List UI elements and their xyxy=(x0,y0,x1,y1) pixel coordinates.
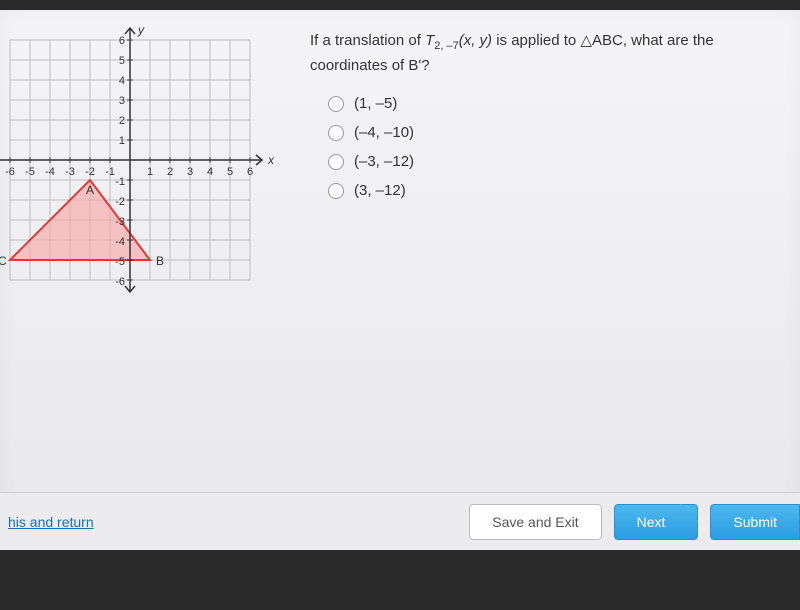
svg-text:5: 5 xyxy=(119,55,125,67)
x-axis-label: x xyxy=(267,153,275,167)
svg-text:1: 1 xyxy=(119,135,125,147)
svg-text:-6: -6 xyxy=(115,276,125,288)
option-label: (–4, –10) xyxy=(354,124,414,141)
svg-text:-2: -2 xyxy=(115,196,125,208)
option-4[interactable]: (3, –12) xyxy=(328,182,785,199)
svg-text:-4: -4 xyxy=(45,166,55,178)
question-area: If a translation of T2, –7(x, y) is appl… xyxy=(290,20,800,450)
quiz-window: -6-5-4 -3-2-1 123 456 654 321 -1-2-3 -4-… xyxy=(0,10,800,550)
svg-text:-5: -5 xyxy=(115,256,125,268)
svg-text:-4: -4 xyxy=(115,236,125,248)
q-prefix: If a translation of xyxy=(310,32,425,49)
return-link[interactable]: his and return xyxy=(8,514,94,530)
option-label: (–3, –12) xyxy=(354,153,414,170)
vertex-a-label: A xyxy=(86,183,94,197)
svg-text:4: 4 xyxy=(207,166,213,178)
save-exit-button[interactable]: Save and Exit xyxy=(469,504,601,540)
radio-icon xyxy=(328,154,344,170)
svg-text:1: 1 xyxy=(147,166,153,178)
svg-text:2: 2 xyxy=(167,166,173,178)
svg-text:5: 5 xyxy=(227,166,233,178)
svg-text:3: 3 xyxy=(119,95,125,107)
svg-text:4: 4 xyxy=(119,75,125,87)
svg-text:6: 6 xyxy=(119,35,125,47)
svg-text:-6: -6 xyxy=(5,166,15,178)
radio-icon xyxy=(328,125,344,141)
options-list: (1, –5) (–4, –10) (–3, –12) (3, –12) xyxy=(328,95,785,199)
q-T: T xyxy=(425,32,434,49)
svg-text:6: 6 xyxy=(247,166,253,178)
svg-text:-3: -3 xyxy=(65,166,75,178)
svg-text:-1: -1 xyxy=(105,166,115,178)
option-1[interactable]: (1, –5) xyxy=(328,95,785,112)
svg-text:-1: -1 xyxy=(115,176,125,188)
question-text: If a translation of T2, –7(x, y) is appl… xyxy=(310,30,785,77)
svg-text:3: 3 xyxy=(187,166,193,178)
bottom-bar: his and return Save and Exit Next Submit xyxy=(0,492,800,550)
radio-icon xyxy=(328,183,344,199)
content-area: -6-5-4 -3-2-1 123 456 654 321 -1-2-3 -4-… xyxy=(0,10,800,450)
svg-text:-2: -2 xyxy=(85,166,95,178)
option-label: (3, –12) xyxy=(354,182,406,199)
vertex-b-label: B xyxy=(156,254,164,268)
option-label: (1, –5) xyxy=(354,95,397,112)
svg-text:-3: -3 xyxy=(115,216,125,228)
radio-icon xyxy=(328,96,344,112)
q-mid: is applied to xyxy=(492,32,580,49)
vertex-c-label: C xyxy=(0,254,7,268)
q-args: (x, y) xyxy=(459,32,492,49)
svg-text:2: 2 xyxy=(119,115,125,127)
submit-button[interactable]: Submit xyxy=(710,504,800,540)
y-axis-label: y xyxy=(137,23,145,37)
q-sub: 2, –7 xyxy=(434,40,458,52)
option-3[interactable]: (–3, –12) xyxy=(328,153,785,170)
coordinate-graph: -6-5-4 -3-2-1 123 456 654 321 -1-2-3 -4-… xyxy=(0,20,290,320)
option-2[interactable]: (–4, –10) xyxy=(328,124,785,141)
q-tri: △ABC xyxy=(580,32,622,49)
next-button[interactable]: Next xyxy=(614,504,699,540)
graph-svg: -6-5-4 -3-2-1 123 456 654 321 -1-2-3 -4-… xyxy=(0,20,290,320)
svg-text:-5: -5 xyxy=(25,166,35,178)
